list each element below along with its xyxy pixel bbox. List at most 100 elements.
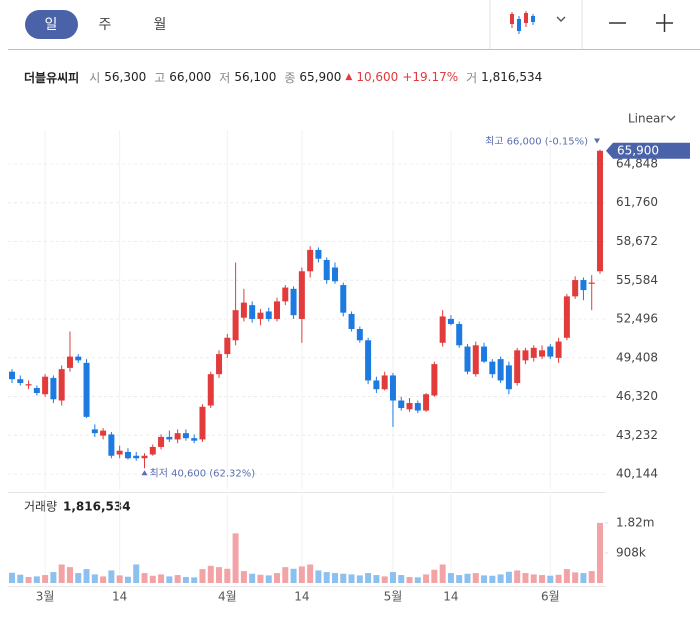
volume-bar [207,565,214,583]
candle-body [365,340,372,381]
candle-body [464,346,471,372]
candle-body [505,365,512,390]
annotation-low-arrow [141,470,148,476]
scale-chevron[interactable] [666,115,676,121]
volume-bar [25,577,32,583]
candle-body [174,433,181,440]
candle-body [539,350,546,357]
volume-bar [481,575,488,583]
volume-bar [522,573,529,583]
candle-body [158,436,165,447]
candle-body [207,374,214,406]
candle-body [439,316,446,343]
candle-body [580,280,587,291]
annotation-high: 최고 66,000 (-0.15%) [485,136,588,148]
up-arrow: ▲ [345,72,353,82]
volume-bar [50,572,57,583]
quote-value: 65,900 [299,70,342,84]
volume-bar [365,573,372,583]
candle-body [290,288,297,316]
candle-body [456,323,463,346]
volume-bar [191,577,198,583]
volume-bar [282,567,289,583]
candle-body [481,346,488,362]
candle-body [423,394,430,411]
volume-bar [9,572,15,583]
candle-body [431,364,438,396]
volume-bar [456,575,463,583]
volume-bar [100,576,107,583]
candle-body [240,302,247,318]
volume-bar [315,570,322,583]
volume-bar [216,567,223,583]
quote-label: 시 [89,70,101,85]
candle-body [381,375,388,390]
candle-body [249,305,256,319]
candle-body [133,455,140,459]
candle-body [274,301,281,319]
volume-bar [290,568,297,583]
volume-bar [530,574,537,583]
volume-bar [505,571,512,583]
volume-bar [348,574,355,583]
candle-body [75,356,82,361]
candle-body [331,267,338,282]
volume-bar [307,564,314,583]
candle-body [398,400,405,409]
scale-mode[interactable]: Linear [628,112,665,126]
y-tick-label: 46,320 [616,389,658,403]
quote-label: 종 [284,70,296,85]
candle-body [100,430,107,436]
x-tick-label: 14 [112,590,127,604]
y-tick-label: 55,584 [616,273,658,287]
volume-bar [356,575,363,583]
y-tick-label: 64,848 [616,156,658,170]
volume-bar [406,577,413,583]
volume-bar [588,571,595,583]
volume-bar [66,567,73,583]
dropdown-chevron[interactable] [556,16,566,22]
volume-bar [17,574,24,583]
tab[interactable]: 주 [99,17,112,33]
volume-latest: 1,816,534 [63,500,131,514]
candle-body [406,403,413,410]
candle-body [373,380,380,390]
candle-body [597,150,603,272]
y-tick-label: 49,408 [616,350,658,364]
volume-bar [555,574,562,583]
candle-body [166,436,173,440]
quote-value: 66,000 [169,70,212,84]
candle-body [530,347,537,358]
candle-body [25,384,32,386]
volume-bar [539,575,546,583]
candle-body [83,362,90,417]
volume-bar [381,576,388,583]
x-tick-label: 14 [443,590,458,604]
candle-body [389,375,396,401]
stock-name: 더블유씨피 [24,70,80,85]
candle-body [42,376,49,395]
x-tick-label: 5월 [384,590,403,604]
volume-bar [340,573,347,583]
chart-type-icon[interactable] [510,11,535,34]
tab[interactable]: 월 [154,17,167,33]
change-pct: +19.17% [402,70,459,84]
volume-bar [166,576,173,583]
volume-bar [75,573,82,583]
candle-body [472,345,479,375]
zoom-in[interactable] [656,14,673,32]
volume-bar [323,572,330,583]
volume-bar [240,571,247,583]
volume-bar [389,572,396,583]
volume-bar [133,564,140,583]
volume-bar [108,570,115,583]
change: 10,600 [356,70,399,84]
tab[interactable]: 일 [45,17,58,33]
volume-bar [298,566,305,583]
tab-active[interactable] [25,10,78,39]
candle-body [257,312,264,319]
volume-bar [182,577,189,583]
volume-bar [199,569,206,583]
candle-body [124,451,131,459]
